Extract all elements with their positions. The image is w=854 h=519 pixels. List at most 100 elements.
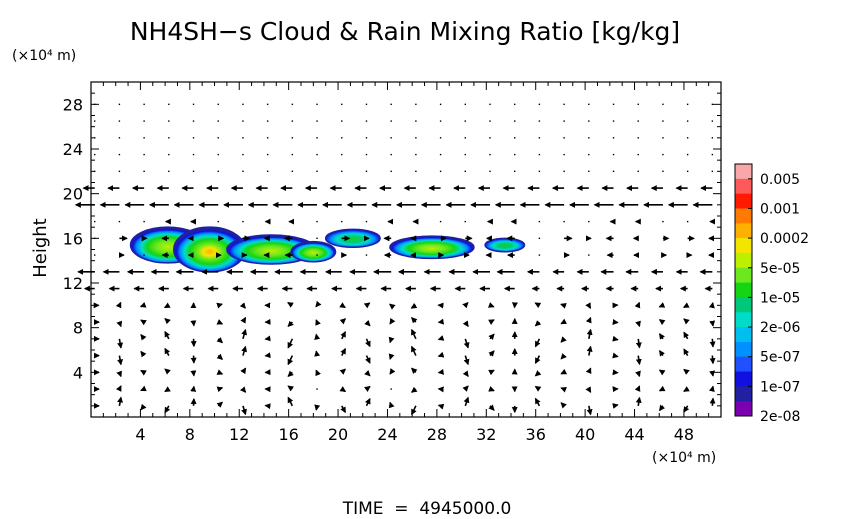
wind-vector (164, 368, 171, 375)
wind-dot (612, 103, 615, 106)
wind-dot (94, 153, 96, 156)
wind-vector (116, 320, 123, 328)
wind-dot (588, 137, 590, 139)
wind-dot (316, 388, 318, 390)
colorbar-frame (734, 163, 753, 417)
wind-vector (488, 404, 495, 411)
colorbar-swatch (735, 327, 752, 343)
wind-vector (115, 301, 122, 309)
wind-dot (662, 153, 664, 156)
wind-dot (365, 120, 368, 122)
wind-dot (612, 137, 615, 139)
wind-vector (635, 338, 642, 349)
chart-title: NH4SH−s Cloud & Rain Mixing Ratio [kg/kg… (130, 17, 680, 46)
wind-dot (711, 120, 714, 122)
wind-dot (686, 220, 689, 223)
wind-vector (437, 403, 445, 410)
colorbar-swatch (735, 252, 752, 269)
wind-vector (216, 401, 224, 408)
wind-vector (117, 396, 123, 406)
wind-vector (534, 355, 541, 365)
wind-dot (143, 254, 145, 256)
wind-vector (534, 338, 541, 348)
colorbar-swatch (735, 208, 752, 224)
wind-vector (462, 301, 469, 309)
wind-dot (242, 137, 244, 139)
wind-dot (118, 103, 121, 106)
wind-dot (686, 137, 689, 139)
y-axis-units: (×10⁴ m) (12, 48, 76, 64)
wind-dot (662, 137, 664, 139)
colorbar-label: 2e-08 (760, 409, 800, 425)
y-tick-label: 8 (73, 319, 83, 338)
wind-dot (242, 220, 244, 223)
wind-dot (563, 170, 565, 173)
wind-dot (464, 220, 466, 223)
wind-dot (94, 220, 96, 223)
wind-dot (588, 254, 590, 256)
wind-vector (612, 403, 619, 409)
wind-dot (662, 220, 664, 223)
wind-dot (390, 170, 392, 173)
wind-dot (588, 170, 590, 173)
wind-dot (341, 103, 343, 106)
wind-vector (658, 385, 666, 392)
colorbar-label: 0.0002 (760, 231, 809, 247)
wind-vector (388, 401, 395, 409)
wind-dot (316, 153, 318, 156)
wind-vector (140, 385, 147, 392)
wind-dot (538, 220, 541, 223)
wind-dot (538, 137, 541, 139)
wind-dot (94, 120, 96, 122)
wind-vector (634, 385, 641, 392)
wind-dot (538, 153, 541, 156)
wind-dot (637, 137, 639, 139)
wind-dot (118, 137, 121, 139)
wind-dot (316, 237, 318, 240)
x-tick-label: 20 (328, 425, 348, 444)
x-tick-label: 44 (624, 425, 644, 444)
wind-dot (588, 153, 590, 156)
wind-vector (462, 370, 469, 378)
wind-dot (143, 137, 145, 139)
wind-vector (240, 316, 247, 324)
wind-vector (239, 386, 247, 393)
wind-vector (463, 355, 470, 366)
wind-dot (686, 120, 689, 122)
wind-dot (291, 137, 294, 139)
wind-dot (711, 137, 714, 139)
wind-dot (464, 103, 466, 106)
wind-dot (538, 254, 541, 256)
wind-vector (560, 336, 567, 343)
wind-vector (287, 385, 295, 392)
wind-dot (439, 220, 442, 223)
x-tick-label: 4 (135, 425, 145, 444)
wind-vector (410, 367, 418, 374)
wind-dot (217, 170, 219, 173)
x-tick-label: 28 (427, 425, 447, 444)
wind-vector (287, 320, 294, 328)
wind-vector (364, 385, 371, 392)
colorbar-label: 5e-07 (760, 350, 800, 366)
wind-vector (365, 355, 371, 364)
wind-dot (711, 170, 714, 173)
wind-vector (534, 385, 542, 392)
wind-dot (365, 170, 368, 173)
wind-vector (315, 319, 321, 326)
wind-vector (488, 350, 495, 357)
wind-vector (287, 396, 294, 407)
wind-dot (637, 153, 639, 156)
wind-vector (339, 302, 346, 309)
colorbar-swatch (735, 356, 752, 373)
wind-vector (534, 302, 542, 309)
wind-dot (118, 220, 121, 223)
wind-vector (708, 385, 715, 393)
wind-vector (410, 328, 417, 340)
wind-dot (192, 137, 195, 139)
wind-vector (586, 328, 593, 339)
wind-vector (364, 397, 371, 407)
wind-dot (143, 153, 145, 156)
wind-vector (437, 351, 445, 358)
wind-dot (489, 153, 491, 156)
wind-vector (463, 396, 470, 407)
